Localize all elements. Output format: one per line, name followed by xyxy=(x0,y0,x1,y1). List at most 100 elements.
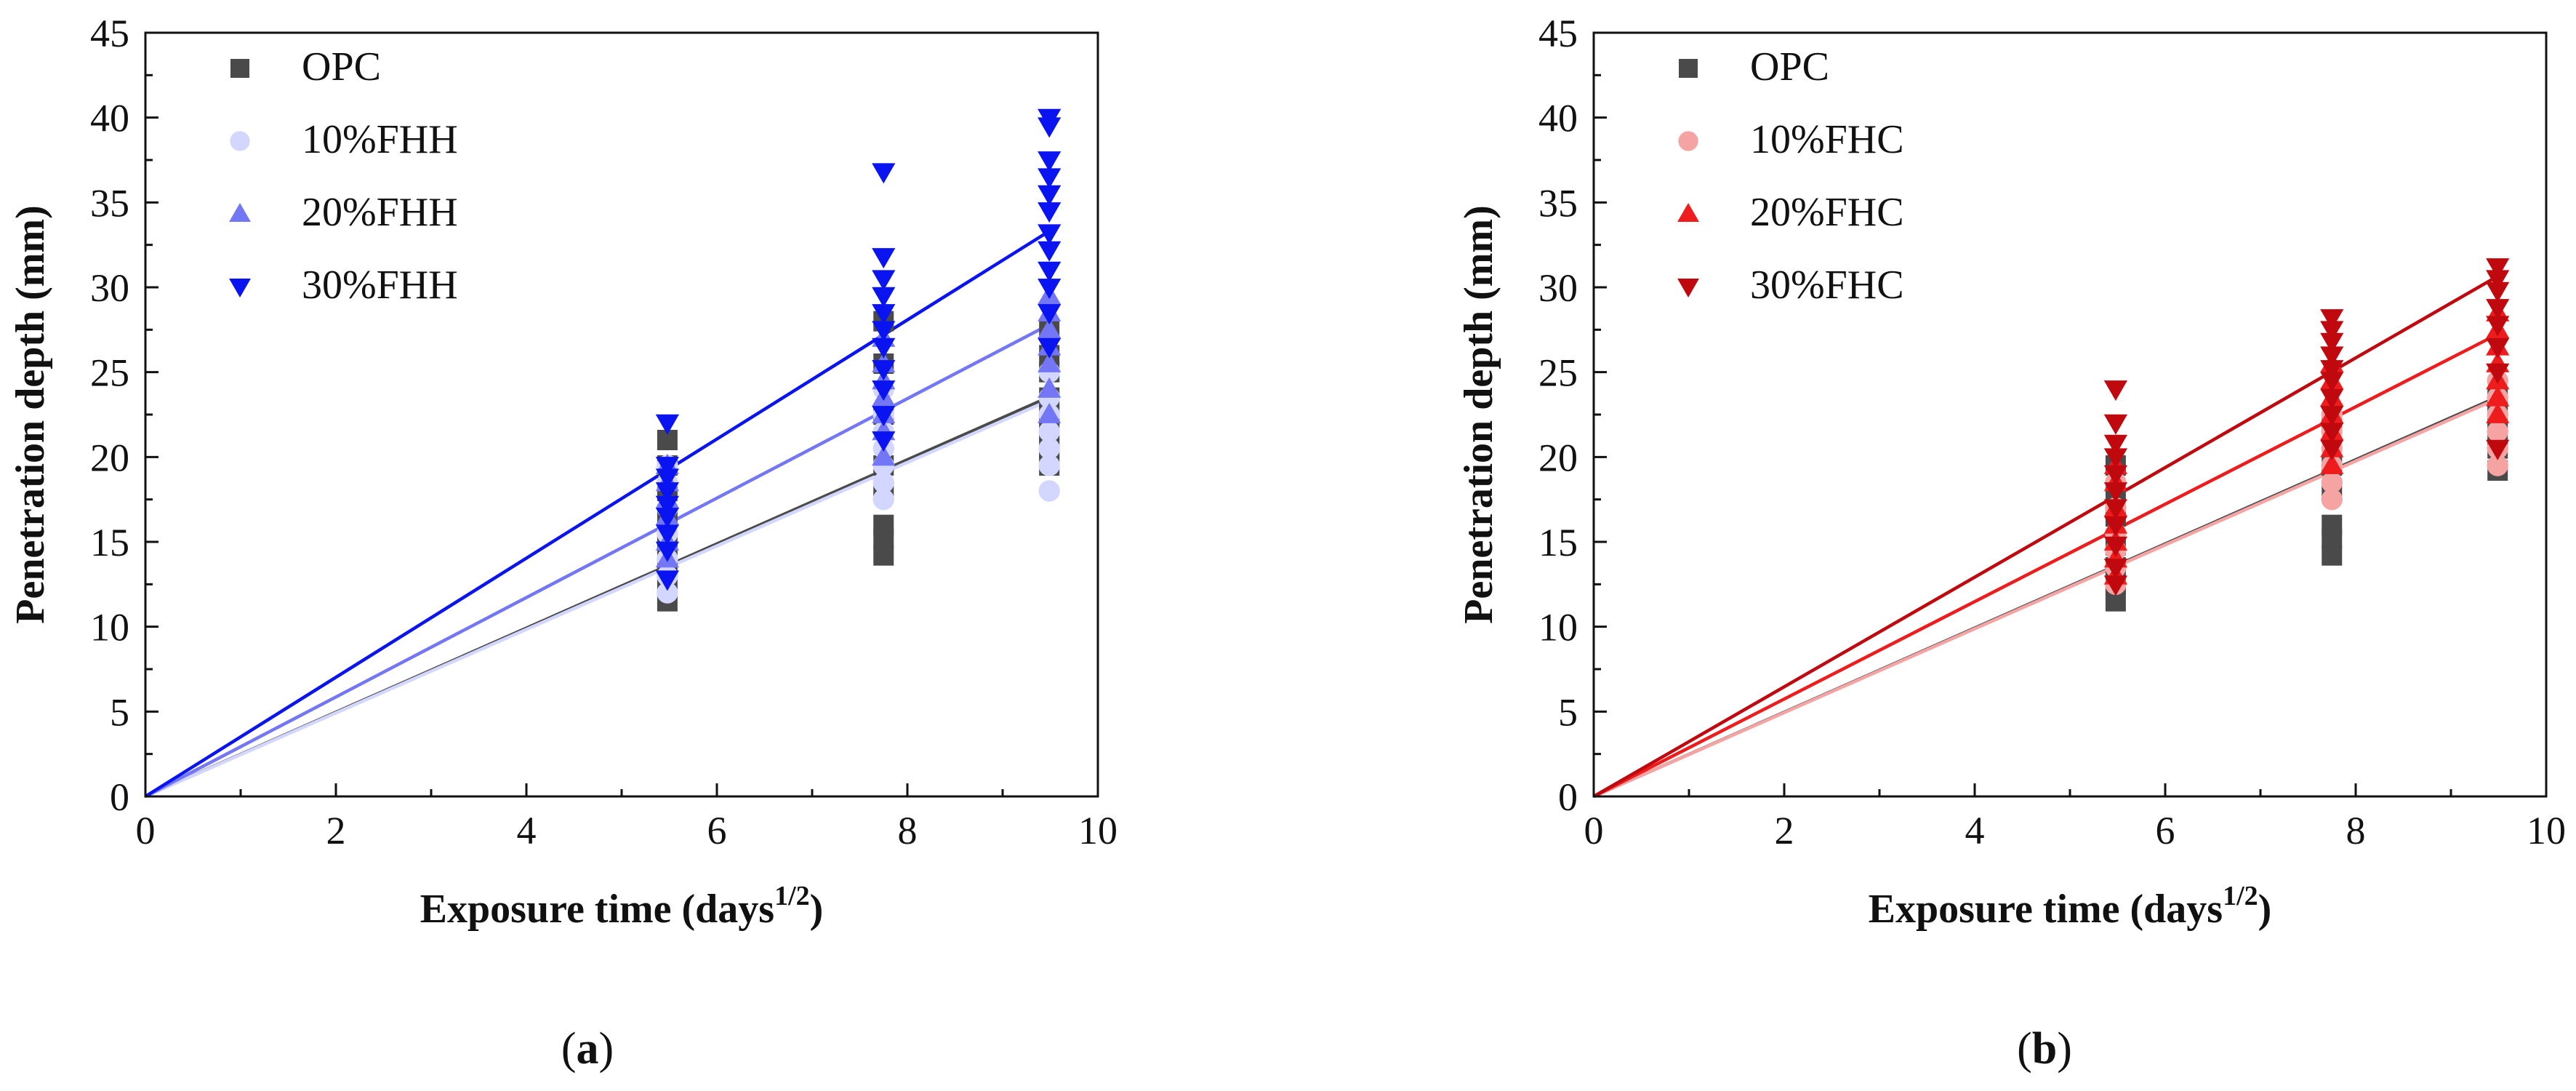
data-point-30%FHH xyxy=(872,406,896,427)
x-axis-title-end: ) xyxy=(810,887,824,932)
x-tick-label: 4 xyxy=(517,809,537,852)
x-axis-title: Exposure time (days1/2) xyxy=(1869,881,2272,932)
caption-open: ( xyxy=(561,1024,577,1074)
chart-panel-a: 0 2 4 6 8 10 0 5 10 15 20 25 30 35 40 45 OPC 10%FHH 20%FH… xyxy=(8,12,1118,1074)
chart-panel-b: 0 2 4 6 8 10 0 5 10 15 20 25 30 35 40 45 OPC 10%FHC 20%FH… xyxy=(1456,12,2566,1074)
data-point-30%FHH xyxy=(655,508,679,529)
data-point-30%FHH xyxy=(1038,241,1062,262)
data-point-10%FHC xyxy=(2487,420,2508,443)
data-point-20%FHH xyxy=(1038,402,1062,423)
data-point-20%FHH xyxy=(1038,318,1062,339)
x-tick-label: 8 xyxy=(2346,809,2366,852)
data-point-20%FHH xyxy=(872,445,896,466)
y-tick-label: 45 xyxy=(1538,12,1578,55)
data-point-10%FHC xyxy=(2321,471,2343,494)
data-point-30%FHC xyxy=(2103,559,2127,580)
legend-label: 30%FHC xyxy=(1750,263,1904,308)
data-point-OPC xyxy=(2322,545,2343,566)
data-point-10%FHH xyxy=(872,488,894,511)
data-point-30%FHC xyxy=(2486,281,2510,303)
x-axis-title-main: Exposure time (days xyxy=(1869,887,2223,932)
y-tick-label: 10 xyxy=(1538,606,1578,650)
y-axis-title: Penetration depth (mm) xyxy=(1456,205,1501,623)
data-point-30%FHH xyxy=(1038,337,1062,359)
y-tick-label: 45 xyxy=(90,12,129,55)
legend-marker-20%FHH xyxy=(229,203,251,223)
data-point-30%FHH xyxy=(1038,151,1062,172)
data-point-30%FHC xyxy=(2103,380,2127,401)
data-point-30%FHC xyxy=(2486,439,2510,460)
data-point-30%FHH xyxy=(655,524,679,546)
data-point-30%FHH xyxy=(655,482,679,503)
data-point-30%FHH xyxy=(655,541,679,562)
data-point-30%FHC xyxy=(2320,360,2344,381)
data-point-30%FHC xyxy=(2103,536,2127,557)
data-point-30%FHH xyxy=(872,270,896,291)
data-point-30%FHC xyxy=(2486,258,2510,279)
legend-label: 30%FHH xyxy=(302,263,458,308)
legend-marker-20%FHC xyxy=(1677,203,1699,223)
data-point-10%FHH xyxy=(1038,437,1060,460)
data-point-30%FHH xyxy=(872,304,896,325)
x-axis-title-end: ) xyxy=(2258,887,2272,932)
x-tick-label: 0 xyxy=(1584,809,1604,852)
y-tick-label: 5 xyxy=(110,690,129,734)
data-point-30%FHC xyxy=(2486,316,2510,337)
data-point-30%FHC xyxy=(2103,516,2127,537)
data-point-20%FHH xyxy=(1038,351,1062,372)
data-point-30%FHC xyxy=(2320,439,2344,460)
axis-ticks: 0 2 4 6 8 10 0 5 10 15 20 25 30 35 40 45 xyxy=(1538,12,2566,852)
y-tick-label: 10 xyxy=(90,606,129,650)
y-tick-label: 30 xyxy=(1538,266,1578,310)
legend-marker-10%FHH xyxy=(230,131,250,151)
y-tick-label: 20 xyxy=(1538,436,1578,479)
data-point-30%FHH xyxy=(1038,224,1062,245)
legend-label: 20%FHC xyxy=(1750,190,1904,235)
data-point-30%FHC xyxy=(2320,346,2344,367)
legend-label: 10%FHC xyxy=(1750,117,1904,162)
data-point-30%FHH xyxy=(1038,202,1062,223)
fit-lines xyxy=(1592,274,2499,799)
data-point-30%FHC xyxy=(2320,423,2344,444)
y-tick-label: 35 xyxy=(90,181,129,225)
fit-line-10%FHH xyxy=(145,399,1051,799)
y-tick-label: 15 xyxy=(1538,521,1578,564)
data-point-30%FHC xyxy=(2103,414,2127,435)
legend-label: OPC xyxy=(1750,44,1829,89)
legend-marker-OPC xyxy=(230,59,249,78)
y-tick-label: 25 xyxy=(90,351,129,395)
plot-area-frame xyxy=(1592,31,2548,798)
legend-marker-30%FHC xyxy=(1677,278,1699,297)
caption-close: ) xyxy=(2057,1024,2072,1074)
data-point-30%FHH xyxy=(655,570,679,591)
caption-close: ) xyxy=(599,1024,614,1074)
y-tick-label: 0 xyxy=(110,775,129,819)
data-point-20%FHC xyxy=(2320,453,2344,474)
data-point-30%FHH xyxy=(872,163,896,184)
data-point-10%FHH xyxy=(1038,420,1060,443)
data-point-30%FHC xyxy=(2320,321,2344,342)
fit-line-30%FHC xyxy=(1592,274,2499,798)
data-point-30%FHH xyxy=(872,360,896,381)
data-point-30%FHC xyxy=(2103,434,2127,455)
data-point-30%FHH xyxy=(872,248,896,269)
y-tick-label: 35 xyxy=(1538,181,1578,225)
data-point-30%FHC xyxy=(2320,388,2344,409)
caption-b: (b) xyxy=(2017,1024,2072,1074)
x-tick-label: 8 xyxy=(898,809,918,852)
y-tick-label: 40 xyxy=(1538,97,1578,140)
y-tick-label: 5 xyxy=(1558,690,1578,734)
x-axis-title-sup: 1/2 xyxy=(2223,881,2258,911)
data-point-30%FHH xyxy=(872,380,896,401)
plot-area-frame xyxy=(144,31,1099,798)
data-point-30%FHC xyxy=(2320,309,2344,330)
x-axis-title: Exposure time (days1/2) xyxy=(420,881,824,932)
legend-marker-10%FHC xyxy=(1678,131,1698,151)
x-tick-label: 2 xyxy=(1775,809,1794,852)
legend-marker-30%FHH xyxy=(229,278,251,297)
y-tick-label: 40 xyxy=(90,97,129,140)
data-point-30%FHH xyxy=(655,495,679,516)
legend-label: 10%FHH xyxy=(302,117,458,162)
data-point-30%FHC xyxy=(2486,337,2510,359)
